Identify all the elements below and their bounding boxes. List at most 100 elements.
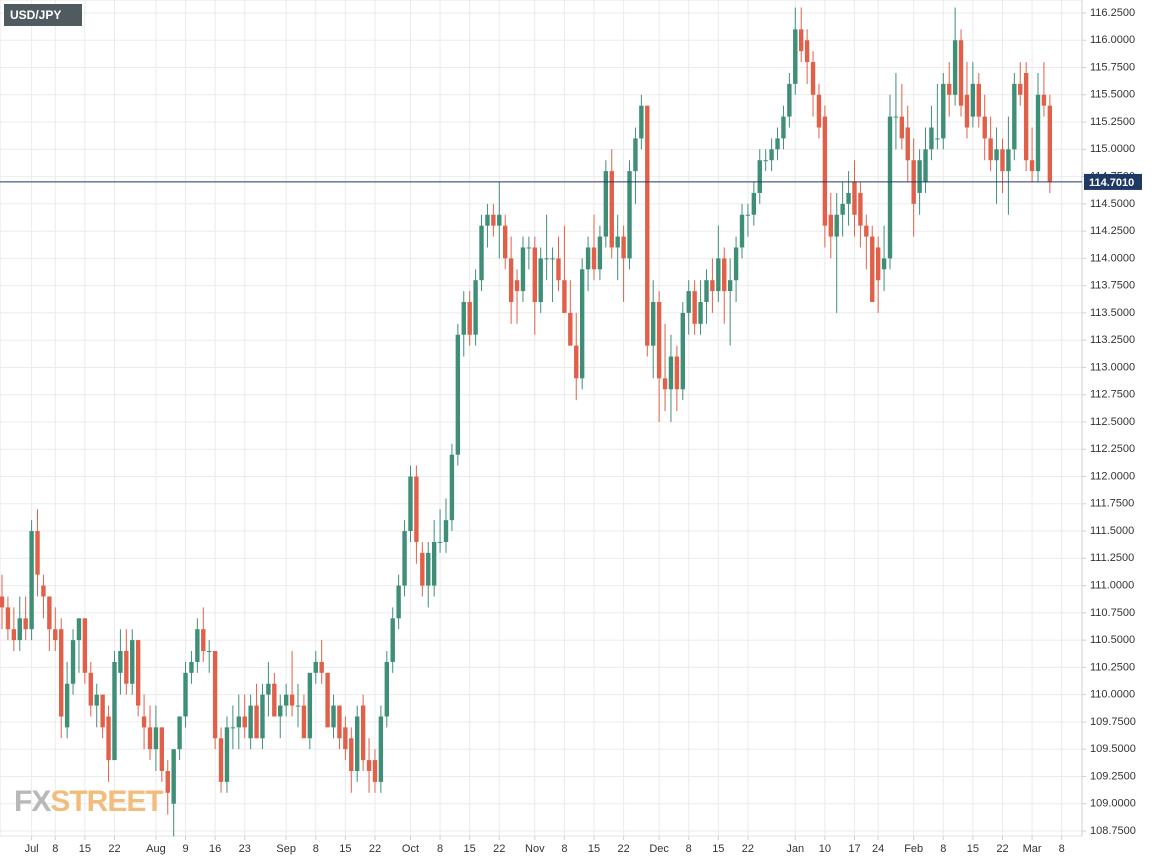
- candle-body: [804, 40, 810, 63]
- y-tick-label: 110.7500: [1090, 607, 1135, 619]
- candle-body: [1023, 72, 1029, 161]
- candle-body: [378, 716, 384, 782]
- y-tick-label: 109.0000: [1090, 798, 1136, 810]
- candle-body: [781, 116, 786, 139]
- candle-body: [319, 661, 324, 673]
- candle-body: [976, 83, 981, 117]
- x-tick-label: 15: [588, 843, 600, 855]
- x-tick-label: Mar: [1023, 843, 1042, 855]
- candle-body: [532, 247, 537, 303]
- candle-body: [929, 127, 934, 150]
- y-tick-label: 111.0000: [1090, 579, 1134, 591]
- x-tick-label: Jan: [786, 843, 804, 855]
- candle-body: [254, 705, 259, 739]
- candle-body: [201, 629, 206, 652]
- candle-body: [106, 716, 111, 761]
- x-tick-label: 15: [339, 843, 351, 855]
- candle-body: [970, 83, 976, 117]
- candle-body: [579, 269, 585, 379]
- candle-body: [550, 258, 555, 260]
- x-tick-label: 24: [872, 843, 884, 855]
- candle-body: [408, 476, 413, 532]
- candle-body: [195, 629, 200, 662]
- candle-body: [100, 694, 105, 728]
- candle-body: [485, 214, 490, 226]
- watermark-prefix: FX: [14, 785, 51, 818]
- x-tick-label: 16: [209, 843, 221, 855]
- candle-body: [852, 182, 857, 215]
- candle-body: [692, 291, 697, 324]
- y-tick-label: 114.5000: [1090, 198, 1135, 210]
- candle-body: [503, 225, 508, 259]
- candle-body: [248, 705, 253, 739]
- candle-body: [994, 149, 999, 161]
- y-tick-label: 115.2500: [1090, 116, 1135, 128]
- x-tick-label: 17: [848, 843, 860, 855]
- price-label-box: [1084, 173, 1142, 190]
- y-tick-label: 113.2500: [1090, 334, 1135, 346]
- candle-body: [366, 760, 372, 771]
- y-tick-label: 112.5000: [1090, 416, 1135, 428]
- candle-body: [514, 280, 520, 292]
- x-tick-label: 8: [1059, 843, 1065, 855]
- candle-body: [473, 280, 478, 335]
- candle-body: [455, 334, 461, 455]
- x-tick-label: 22: [369, 843, 381, 855]
- candle-body: [260, 694, 265, 739]
- candle-body: [982, 116, 987, 139]
- candle-body: [431, 541, 437, 586]
- candle-body: [627, 171, 632, 259]
- candle-body: [112, 661, 117, 761]
- candle-body: [870, 236, 875, 303]
- candle-body: [710, 280, 715, 292]
- y-tick-label: 109.5000: [1090, 743, 1136, 755]
- candle-body: [59, 629, 64, 717]
- candle-body: [449, 454, 455, 521]
- candle-body: [218, 738, 224, 782]
- candle-body: [301, 705, 307, 739]
- x-tick-label: 8: [940, 843, 946, 855]
- candle-body: [858, 192, 863, 226]
- candle-body: [76, 618, 82, 641]
- candle-body: [810, 62, 816, 95]
- y-tick-label: 113.7500: [1090, 280, 1135, 292]
- candle-body: [988, 138, 993, 161]
- candle-body: [733, 247, 739, 281]
- x-tick-label: 10: [819, 843, 831, 855]
- title-box: [4, 4, 82, 26]
- y-tick-label: 115.5000: [1090, 89, 1135, 101]
- y-tick-label: 111.5000: [1090, 525, 1134, 537]
- candle-body: [704, 280, 709, 303]
- candle-body: [1018, 83, 1023, 95]
- candle-body: [360, 705, 366, 761]
- candle-body: [893, 116, 899, 118]
- candle-body: [1012, 83, 1017, 150]
- candle-body: [727, 280, 733, 292]
- candle-body: [591, 247, 597, 270]
- candle-body: [278, 705, 283, 717]
- candle-body: [568, 312, 573, 346]
- candle-body: [47, 596, 52, 630]
- candle-body: [899, 116, 905, 139]
- y-tick-label: 111.7500: [1090, 498, 1134, 510]
- x-tick-label: 8: [437, 843, 443, 855]
- candle-body: [828, 214, 833, 237]
- candle-body: [23, 618, 28, 630]
- candle-body: [479, 225, 484, 281]
- y-tick-label: 112.7500: [1090, 389, 1135, 401]
- candle-body: [283, 694, 289, 706]
- candle-body: [668, 356, 674, 390]
- x-tick-label: 15: [712, 843, 724, 855]
- candle-body: [124, 651, 129, 684]
- candle-body: [1035, 94, 1041, 172]
- candle-body: [574, 345, 579, 379]
- candle-body: [763, 160, 768, 162]
- candle-body: [5, 607, 11, 630]
- x-tick-label: 23: [239, 843, 251, 855]
- candle-body: [917, 160, 922, 193]
- candle-body: [745, 214, 751, 216]
- x-tick-label: 22: [493, 843, 505, 855]
- candle-body: [153, 727, 159, 750]
- candle-body: [787, 83, 792, 117]
- axes: 108.7500 109.0000 109.2500 109.5000 109.7500…: [0, 7, 1142, 855]
